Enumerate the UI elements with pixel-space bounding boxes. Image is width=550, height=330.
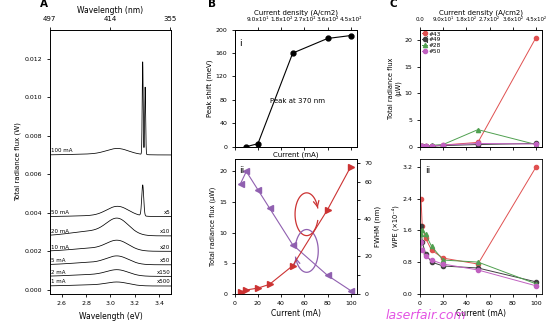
#49 (440, 144, 447, 148)
Y-axis label: Total radiance flux
(μW): Total radiance flux (μW) (388, 57, 401, 119)
#50 (532, 142, 539, 146)
#50 (440, 143, 447, 147)
#43 (475, 140, 481, 144)
Text: 10 mA: 10 mA (51, 245, 69, 250)
#49 (422, 144, 429, 148)
Text: A: A (40, 0, 48, 9)
#43 (532, 36, 539, 40)
#43 (440, 143, 447, 147)
Text: Peak at 370 nm: Peak at 370 nm (270, 98, 324, 104)
#50 (475, 142, 481, 146)
#49 (428, 144, 435, 148)
Text: x20: x20 (160, 245, 170, 250)
Y-axis label: FWHM (nm): FWHM (nm) (375, 206, 381, 247)
Text: i: i (425, 36, 427, 45)
X-axis label: Current (mA): Current (mA) (456, 309, 506, 318)
#50 (422, 144, 429, 148)
Text: Current (mA): Current (mA) (273, 151, 318, 158)
Text: C: C (389, 0, 397, 9)
Text: 1 mA: 1 mA (51, 280, 66, 284)
Text: 5 mA: 5 mA (51, 258, 66, 263)
Text: 100 mA: 100 mA (51, 148, 73, 153)
Text: x10: x10 (160, 229, 170, 234)
#50 (419, 145, 426, 148)
Text: i: i (240, 39, 242, 48)
Text: 50 mA: 50 mA (51, 210, 69, 215)
#28 (428, 143, 435, 147)
#50 (428, 144, 435, 148)
Text: x50: x50 (160, 258, 170, 263)
#50 (418, 145, 425, 148)
Text: laserfair.com: laserfair.com (386, 309, 466, 322)
Text: 20 mA: 20 mA (51, 229, 69, 234)
Y-axis label: WPE (×10⁻⁴): WPE (×10⁻⁴) (392, 206, 399, 248)
Line: #49: #49 (419, 141, 538, 149)
X-axis label: Current density (A/cm2): Current density (A/cm2) (254, 9, 338, 16)
Legend: #43, #49, #28, #50: #43, #49, #28, #50 (421, 31, 442, 55)
Text: x5: x5 (163, 210, 170, 215)
#43 (419, 145, 426, 148)
Text: ii: ii (240, 166, 245, 175)
X-axis label: Wavelength (eV): Wavelength (eV) (79, 312, 142, 321)
X-axis label: Wavelength (nm): Wavelength (nm) (78, 6, 144, 15)
Line: #43: #43 (419, 36, 538, 148)
#28 (440, 143, 447, 147)
#43 (428, 144, 435, 148)
#49 (419, 145, 426, 148)
X-axis label: Current (mA): Current (mA) (271, 309, 321, 318)
Text: ii: ii (425, 166, 430, 175)
Text: 2 mA: 2 mA (51, 270, 66, 275)
Y-axis label: Total radiance flux (μW): Total radiance flux (μW) (210, 187, 216, 266)
#43 (418, 145, 425, 148)
Y-axis label: Peak shift (meV): Peak shift (meV) (206, 59, 212, 117)
Y-axis label: Total radiance flux (W): Total radiance flux (W) (15, 122, 21, 201)
Text: x150: x150 (156, 270, 170, 275)
Text: B: B (208, 0, 216, 9)
X-axis label: Current density (A/cm2): Current density (A/cm2) (439, 9, 523, 16)
Line: #50: #50 (419, 141, 538, 149)
#28 (475, 128, 481, 132)
#28 (422, 144, 429, 148)
Line: #28: #28 (419, 128, 538, 148)
#43 (422, 144, 429, 148)
#28 (418, 145, 425, 148)
#28 (532, 143, 539, 147)
#49 (475, 143, 481, 147)
#28 (419, 144, 426, 148)
#49 (418, 145, 425, 148)
Text: x500: x500 (156, 280, 170, 284)
#49 (532, 142, 539, 146)
